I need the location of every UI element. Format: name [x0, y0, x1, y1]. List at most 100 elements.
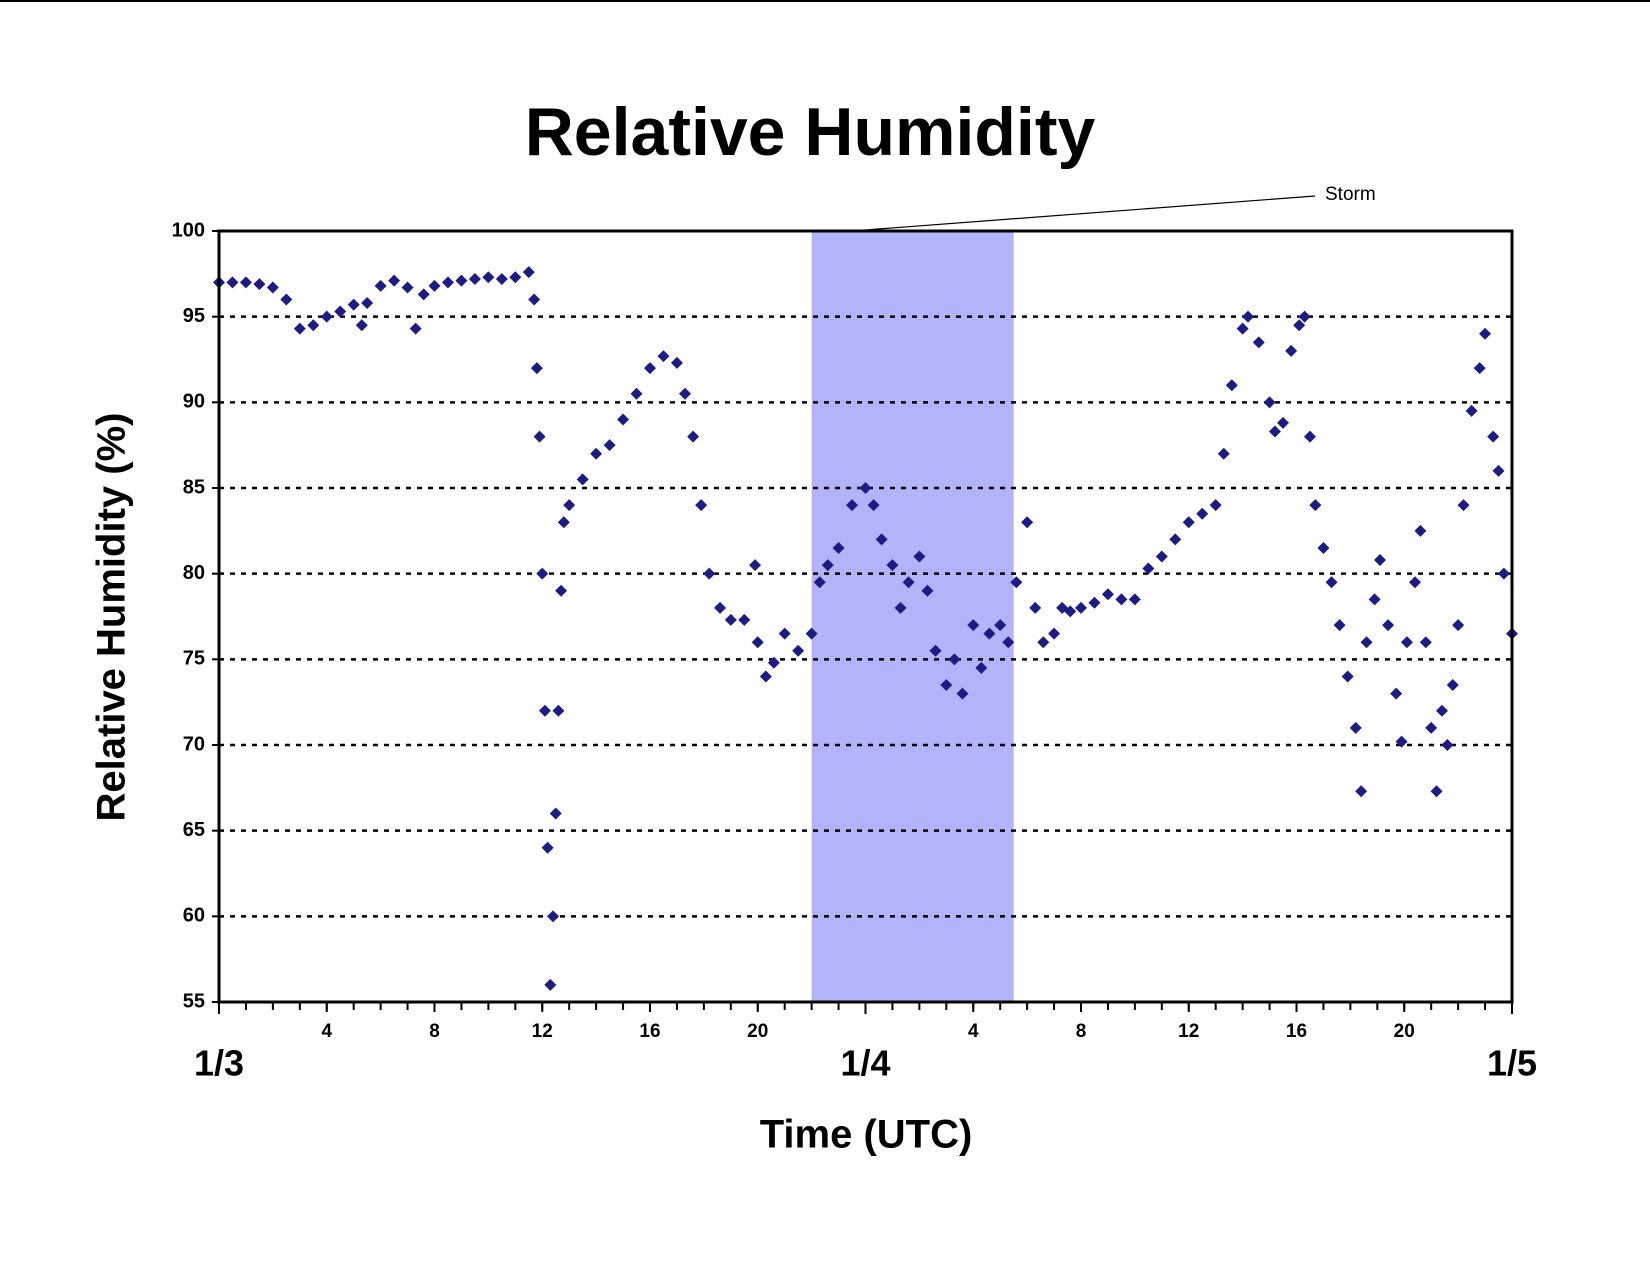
x-tick-label: 12	[1178, 1021, 1199, 1042]
data-point	[1473, 362, 1486, 375]
data-point	[1441, 739, 1454, 751]
data-point	[603, 439, 616, 452]
data-point	[821, 559, 834, 572]
x-tick-label: 8	[1076, 1021, 1087, 1042]
data-point	[355, 319, 368, 332]
data-point	[533, 430, 546, 443]
data-point	[1382, 619, 1395, 632]
data-point	[738, 613, 751, 626]
data-point	[428, 279, 441, 292]
data-point	[576, 473, 589, 486]
data-point	[1360, 636, 1373, 649]
data-point	[894, 601, 907, 614]
data-points	[213, 266, 1518, 991]
data-point	[266, 281, 279, 294]
data-point	[536, 567, 549, 580]
data-point	[547, 910, 560, 923]
data-point	[555, 584, 568, 597]
data-point	[1298, 310, 1311, 323]
data-point	[522, 266, 535, 279]
data-point	[1368, 593, 1381, 606]
data-point	[875, 533, 888, 546]
y-tick-label: 70	[183, 733, 205, 755]
data-point	[417, 288, 430, 301]
data-point	[617, 413, 630, 426]
data-point	[1479, 327, 1492, 340]
data-point	[832, 541, 845, 554]
data-point	[967, 619, 980, 632]
data-point	[544, 978, 557, 991]
data-point	[1303, 430, 1316, 443]
data-point	[1142, 562, 1155, 575]
data-point	[509, 271, 522, 284]
data-point	[1341, 670, 1354, 683]
data-point	[1325, 576, 1338, 589]
data-point	[670, 356, 683, 369]
x-axis-label: Time (UTC)	[760, 1113, 973, 1157]
data-point	[334, 305, 347, 318]
data-point	[374, 279, 387, 292]
data-point	[948, 653, 961, 666]
data-point	[530, 362, 543, 375]
data-point	[557, 516, 570, 529]
data-point	[749, 559, 762, 572]
data-point	[468, 272, 481, 285]
data-point	[1217, 447, 1230, 460]
data-point	[482, 271, 495, 284]
data-point	[679, 387, 692, 400]
data-point	[401, 281, 414, 294]
data-point	[859, 482, 872, 494]
data-point	[767, 656, 780, 669]
data-point	[1196, 507, 1209, 520]
data-point	[1293, 319, 1306, 332]
data-point	[1236, 322, 1249, 335]
y-tick-label: 75	[183, 648, 205, 670]
x-date-label: 1/4	[840, 1043, 890, 1084]
x-tick-label: 4	[968, 1021, 979, 1042]
y-axis-label: Relative Humidity (%)	[90, 413, 134, 822]
annotation-leader	[851, 195, 1316, 232]
data-point	[1457, 499, 1470, 512]
data-point	[320, 310, 333, 323]
data-point	[1374, 553, 1387, 566]
x-tick-label: 4	[321, 1021, 332, 1042]
y-tick-label: 100	[172, 219, 205, 241]
data-point	[1021, 516, 1034, 529]
data-point	[226, 276, 239, 289]
storm-band	[811, 231, 1014, 1002]
data-point	[1419, 636, 1432, 649]
data-point	[590, 447, 603, 460]
data-point	[1430, 785, 1443, 798]
data-point	[455, 274, 468, 287]
data-point	[409, 322, 422, 335]
x-date-label: 1/5	[1487, 1043, 1537, 1084]
data-point	[307, 319, 320, 332]
data-point	[388, 274, 401, 287]
x-date-label: 1/3	[194, 1043, 244, 1084]
data-point	[1487, 430, 1500, 443]
annotation: Storm	[1325, 184, 1376, 205]
data-point	[1317, 541, 1330, 554]
data-point	[1465, 404, 1478, 417]
data-point	[630, 387, 643, 400]
data-point	[687, 430, 700, 443]
data-point	[1088, 596, 1101, 609]
data-point	[1263, 396, 1276, 409]
data-point	[347, 298, 360, 311]
data-point	[703, 567, 716, 580]
data-point	[994, 619, 1007, 632]
data-point	[902, 576, 915, 589]
data-point	[867, 499, 880, 512]
data-point	[1010, 576, 1023, 589]
data-point	[1349, 721, 1362, 734]
data-point	[1048, 627, 1061, 640]
data-point	[921, 584, 934, 597]
data-point	[1029, 601, 1042, 614]
data-point	[929, 644, 942, 657]
data-point	[1075, 601, 1087, 614]
data-point	[1225, 379, 1238, 392]
data-point	[1400, 636, 1413, 649]
data-point	[1101, 588, 1114, 601]
data-point	[1155, 550, 1168, 563]
